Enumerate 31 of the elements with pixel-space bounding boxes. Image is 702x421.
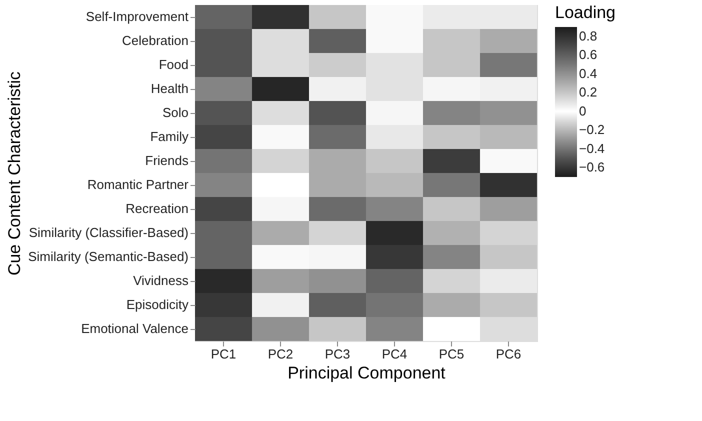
y-tick-label: Family <box>150 129 189 144</box>
y-tick-label: Romantic Partner <box>87 177 190 192</box>
color-bar-label: 0.4 <box>579 66 598 81</box>
color-bar-label: −0.6 <box>579 160 605 175</box>
y-tick-label: Episodicity <box>126 297 189 312</box>
y-tick-label: Self-Improvement <box>86 9 189 24</box>
y-axis-title: Cue Content Characteristic <box>5 70 24 276</box>
y-tick-label: Solo <box>162 105 188 120</box>
y-tick-label: Health <box>150 81 188 96</box>
y-tick-label: Food <box>158 57 188 72</box>
x-tick-label: PC6 <box>496 346 522 362</box>
x-tick-label: PC3 <box>324 346 350 362</box>
y-tick-label: Friends <box>145 153 189 168</box>
x-tick-label: PC2 <box>268 346 294 362</box>
x-tick-label: PC1 <box>210 346 236 362</box>
y-tick-label: Vividness <box>133 273 189 288</box>
x-axis-title: Principal Component <box>288 364 446 382</box>
y-tick-label: Celebration <box>122 33 188 48</box>
color-bar-label: 0.8 <box>579 28 598 44</box>
color-bar-label: 0.2 <box>579 84 598 100</box>
color-bar-label: 0 <box>579 103 586 118</box>
y-tick-label: Recreation <box>126 201 188 216</box>
y-tick-label: Emotional Valence <box>81 321 188 336</box>
color-bar-label: 0.6 <box>579 47 598 62</box>
color-bar-label: −0.4 <box>579 140 605 156</box>
x-tick-label: PC5 <box>438 346 464 362</box>
y-tick-label: Similarity (Classifier-Based) <box>28 225 188 240</box>
y-tick-label: Similarity (Semantic-Based) <box>28 249 188 264</box>
legend-title: Loading <box>555 3 616 22</box>
x-tick-label: PC4 <box>382 346 408 362</box>
color-bar-label: −0.2 <box>579 122 605 138</box>
